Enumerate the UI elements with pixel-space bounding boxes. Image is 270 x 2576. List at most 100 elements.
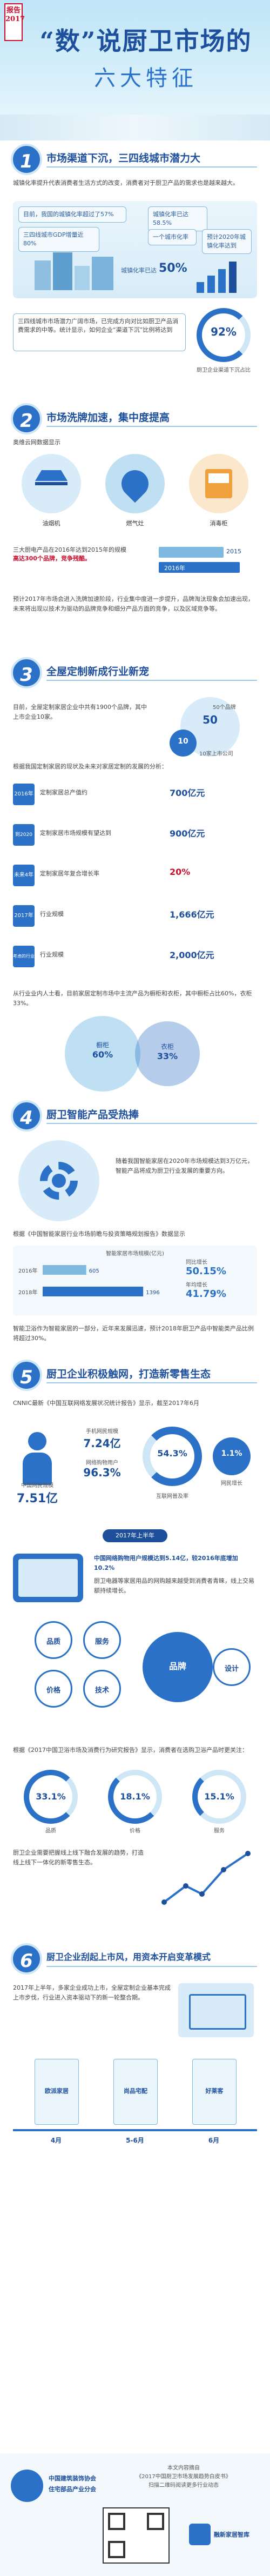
smart-market-chart: 2016年 605 2018年 1396: [18, 1265, 160, 1296]
channel-pct-label: 厨卫企业渠道下沉占比: [197, 367, 251, 373]
row-value: 20%: [170, 867, 191, 877]
section-title: 厨卫企业刮起上市风，用资本开启变革模式: [46, 1952, 211, 1962]
penetration-value: 54.3%: [157, 1448, 187, 1458]
smart-bath-text: 智能卫浴作为智能家居的一部分，近年来发展迅速，预计2018年厨卫产品中智能类产品…: [13, 1325, 254, 1342]
row-label: 未来4年: [13, 865, 35, 886]
row-desc: 定制家居市场规模有望达到: [40, 829, 111, 837]
brand-text-3: 高达300个品牌，竞争残酷。: [13, 555, 91, 562]
listed-count: 10: [178, 737, 188, 746]
product-share-circles: 橱柜 60% 衣柜 33%: [65, 1016, 205, 1092]
bar-2016-label: 2016年: [164, 565, 185, 572]
urbanization-pct: 50%: [159, 262, 187, 275]
section-number: 5: [11, 1360, 42, 1391]
company-card: 欧派家居: [35, 2059, 79, 2125]
section-4: 4 厨卫智能产品受热捧 随着我国智能家居在2020年市场规模达到3万亿元，智能产…: [0, 1097, 270, 1356]
chart-bar: [43, 1265, 86, 1275]
org-name-1: 中国建筑装饰协会: [49, 2475, 96, 2482]
stat-value: 7.24亿: [83, 1437, 121, 1450]
tag-line2: 2017: [5, 15, 25, 23]
row-label: 2017年: [13, 905, 35, 927]
company-name: 欧派家居: [45, 2087, 69, 2095]
row-value: 2,000亿元: [170, 950, 214, 960]
appliance-label: 燃气灶: [126, 520, 144, 527]
stat-label: 中国网民规模: [21, 1483, 53, 1489]
appliance-label: 油烟机: [42, 520, 60, 527]
chart-category-label: 2016年: [18, 1267, 37, 1274]
header: 报告 2017 “数”说厨卫市场的 六大特征: [0, 0, 270, 140]
factor-circle: 设计: [213, 1648, 251, 1686]
stat-value: 7.51亿: [16, 1492, 58, 1506]
gear-icon: [18, 1140, 99, 1221]
bar-2016: [159, 562, 240, 573]
smart-product-block: 随着我国智能家居在2020年市场规模达到3万亿元，智能产品将成为厨卫行业发展的重…: [13, 1140, 257, 1221]
section-number: 4: [11, 1100, 42, 1132]
report-tag: 报告 2017: [4, 3, 25, 41]
growth-trend-icon: [161, 1851, 251, 1905]
section-title: 全屋定制新成行业新宠: [46, 666, 150, 678]
section-5: 5 厨卫企业积极触网，打造新零售生态 CNNIC最新《中国互联网络发展状况统计报…: [0, 1356, 270, 1940]
growth-circle-value: 1.1%: [221, 1449, 242, 1458]
growth-circle-label: 网民增长: [221, 1481, 242, 1487]
city-illustration: 目前，我国的城镇化率超过了57% 三四线城市GDP增量近80% 城镇化率已达58…: [13, 201, 257, 298]
month-label: 4月: [50, 2137, 62, 2144]
listed-count-label: 10家上市公司: [199, 751, 233, 757]
new-retail-text: 厨卫企业需要把握线上线下融合发展的趋势，打造线上线下一体化的新零售生态。: [13, 1849, 144, 1866]
brand-logo-icon: [189, 2524, 211, 2545]
pref-label: 价格: [130, 1828, 140, 1834]
section-number: 3: [11, 657, 42, 688]
row-value: 700亿元: [170, 788, 205, 798]
user-figure-icon: [13, 1432, 62, 1508]
month-label: 5-6月: [126, 2137, 144, 2144]
gas-stove-icon: [105, 454, 165, 513]
custom-analysis-intro: 根据我国定制家居的现状及未来对家居定制的发展的分析：: [13, 763, 167, 770]
source-line-3: 扫描二维码阅读更多行业动态: [148, 2483, 219, 2488]
section-2-forecast: 预计2017年市场会进入洗牌加速阶段，行业集中度进一步提升，品牌淘汰现象会加速出…: [13, 596, 254, 612]
section-divider: [46, 680, 257, 681]
section-title: 厨卫企业积极触网，打造新零售生态: [46, 1368, 211, 1380]
urbanization-label: 城镇化率已达: [121, 267, 157, 274]
chart-title: 智能家居市场规模(亿元): [106, 1251, 164, 1257]
stat-value: 96.3%: [83, 1466, 121, 1479]
new-retail-block: 厨卫企业需要把握线上线下融合发展的趋势，打造线上线下一体化的新零售生态。: [13, 1843, 257, 1924]
stat-box-4: 一个城市化率: [148, 229, 197, 245]
pref-label: 品质: [45, 1828, 56, 1834]
section-3-head: 3 全屋定制新成行业新宠: [0, 654, 270, 692]
growth-value-2: 41.79%: [186, 1288, 226, 1300]
ipo-text: 2017年上半年，多家企业成功上市，全屋定制企业基本完成上市步伐，行业进入资本驱…: [13, 1984, 171, 2001]
custom-brand-block: 目前，全屋定制家居企业中共有1900个品牌，其中上市企业10家。 50 10 5…: [13, 697, 257, 757]
page-title: “数”说厨卫市场的: [39, 26, 252, 56]
section-divider: [46, 166, 257, 168]
chart-category-label: 2018年: [18, 1289, 37, 1296]
cnnic-source: CNNIC最新《中国互联网络发展状况统计报告》显示，截至2017年6月: [13, 1400, 200, 1407]
row-label: 2016年: [13, 784, 35, 805]
chart-value-label: 1396: [146, 1290, 159, 1296]
market-row: 2017年 行业规模 1,666亿元: [13, 900, 257, 932]
stat-box-3: 城镇化率已达58.5%: [148, 206, 207, 231]
factor-circle: 价格: [35, 1670, 72, 1708]
pref-label: 服务: [214, 1828, 225, 1834]
growth-label-2: 年均增长: [186, 1282, 207, 1288]
appliance-label: 消毒柜: [210, 520, 228, 527]
growth-value: 50.15%: [186, 1266, 226, 1277]
section-1-head: 1 市场渠道下沉，三四线城市潜力大: [0, 140, 270, 178]
company-card: 好莱客: [192, 2059, 237, 2125]
page-subtitle: 六大特征: [94, 66, 198, 91]
wardrobe-label: 衣柜: [160, 1043, 174, 1051]
custom-brand-text: 目前，全屋定制家居企业中共有1900个品牌，其中上市企业10家。: [13, 704, 147, 720]
section-4-head: 4 厨卫智能产品受热捧: [0, 1097, 270, 1135]
bar-2015-label: 2015: [226, 548, 241, 555]
month-label: 6月: [208, 2137, 220, 2144]
brand-count-block: 三大厨电产品在2016年达到2015年的规模 高达300个品牌，竞争残酷。 20…: [13, 546, 257, 584]
section-title: 厨卫智能产品受热捧: [46, 1109, 139, 1121]
section-5-head: 5 厨卫企业积极触网，打造新零售生态: [0, 1356, 270, 1394]
brand-name: 融新家居智库: [214, 2531, 249, 2538]
row-value: 1,666亿元: [170, 909, 214, 920]
pref-ring: 33.1%: [24, 1770, 78, 1824]
channel-pct-ring: 92%: [197, 308, 251, 362]
channel-pct: 92%: [211, 325, 237, 338]
custom-product-text: 从行业业内人士看，目前家居定制市场中主流产品为橱柜和衣柜，其中橱柜占比60%，衣…: [13, 990, 252, 1007]
cabinet-value: 60%: [92, 1049, 113, 1060]
section-number: 2: [11, 403, 42, 434]
row-desc: 定制家居总产值约: [40, 789, 87, 796]
